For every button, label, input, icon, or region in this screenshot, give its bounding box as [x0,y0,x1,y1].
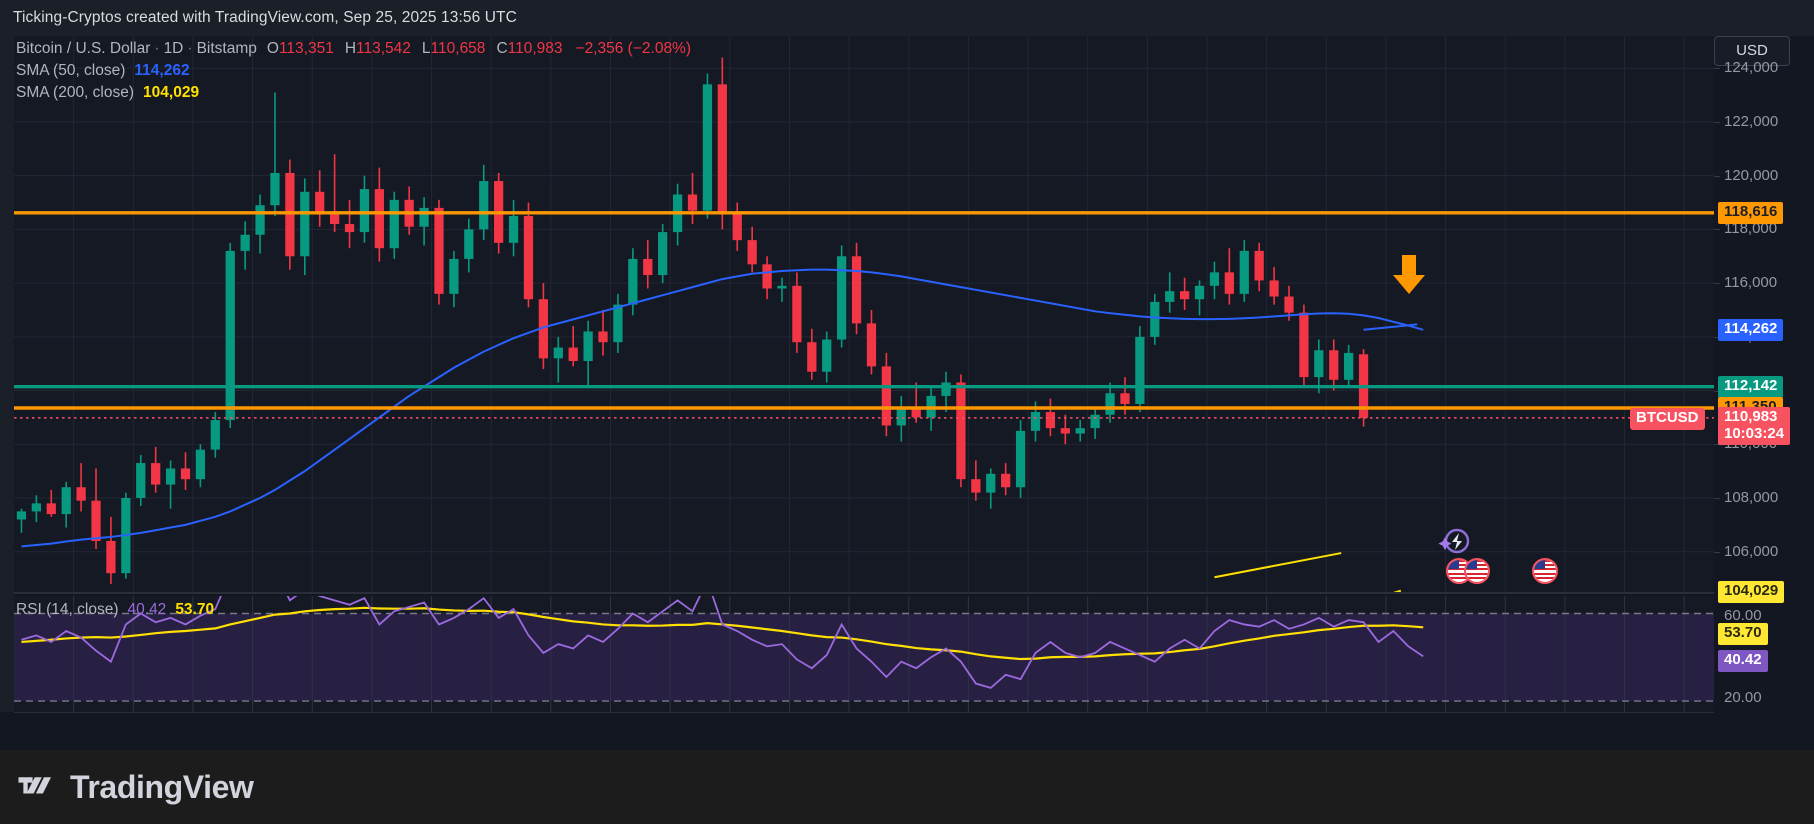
price-tick-124000: 124,000 [1724,59,1779,77]
currency-badge[interactable]: USD [1714,36,1790,66]
rsi-pane[interactable] [14,596,1714,712]
support-teal-badge[interactable]: 112,142 [1718,375,1784,398]
price-tick-mark [1714,283,1720,285]
flag-canton-2 [1466,560,1477,569]
price-tick-mark [1714,229,1720,231]
price-tick-116000: 116,000 [1724,274,1778,292]
flag-canton-1 [1448,560,1459,569]
price-tick-mark [1714,121,1720,123]
price-pane[interactable] [14,36,1714,592]
resistance-price-badge[interactable]: 118,616 [1718,201,1784,224]
tradingview-logo[interactable]: TradingView [0,769,254,806]
price-chart-canvas [14,36,1714,592]
ticker-badge[interactable]: BTCUSD [1630,407,1705,430]
flag-stripes-1 [1448,560,1470,582]
rsi-ma-badge[interactable]: 53.70 [1718,623,1768,645]
price-tick-mark [1714,336,1720,338]
sma200-price-badge[interactable]: 104,029 [1718,580,1785,603]
caption-bar: Ticking-Cryptos created with TradingView… [0,0,1814,36]
rsi-value-badge[interactable]: 40.42 [1718,650,1768,672]
time-axis[interactable]: Jul5913172125Aug5913172125Sep5913172125O… [0,712,1814,750]
tradingview-logo-text: TradingView [70,768,254,805]
us-flag-event-2[interactable] [1464,558,1490,584]
rsi-tick-60: 60.00 [1724,607,1762,624]
flag-stripes-2 [1466,560,1488,582]
price-tick-mark [1714,68,1720,70]
sparkle-lightning-icon[interactable] [1438,528,1470,556]
us-flag-event-3[interactable] [1532,558,1558,584]
price-tick-122000: 122,000 [1724,112,1779,130]
price-tick-mark [1714,390,1720,392]
price-tick-120000: 120,000 [1724,166,1779,184]
price-tick-mark [1714,444,1720,446]
caption-text: Ticking-Cryptos created with TradingView… [13,9,517,26]
price-tick-mark [1714,175,1720,177]
sma50-price-badge[interactable]: 114,262 [1718,318,1784,341]
last-price-value: 110,983 [1724,407,1778,425]
price-tick-mark [1714,497,1720,499]
price-tick-108000: 108,000 [1724,488,1779,506]
footer-bar: TradingView [0,750,1814,824]
tradingview-logo-icon [18,777,51,794]
rsi-chart-canvas [14,596,1714,712]
pane-separator[interactable] [14,592,1714,594]
countdown-timer: 10:03:24 [1724,424,1785,442]
price-tick-mark [1714,551,1720,553]
rsi-tick-20: 20.00 [1724,689,1762,706]
down-arrow-marker[interactable] [1392,255,1426,295]
left-gutter [0,36,14,712]
price-tick-118000: 118,000 [1724,220,1778,238]
price-tick-106000: 106,000 [1724,542,1779,560]
last-price-badge[interactable]: 110,983 10:03:24 [1718,406,1791,446]
flag-stripes-3 [1534,560,1556,582]
flag-canton-3 [1534,560,1545,569]
